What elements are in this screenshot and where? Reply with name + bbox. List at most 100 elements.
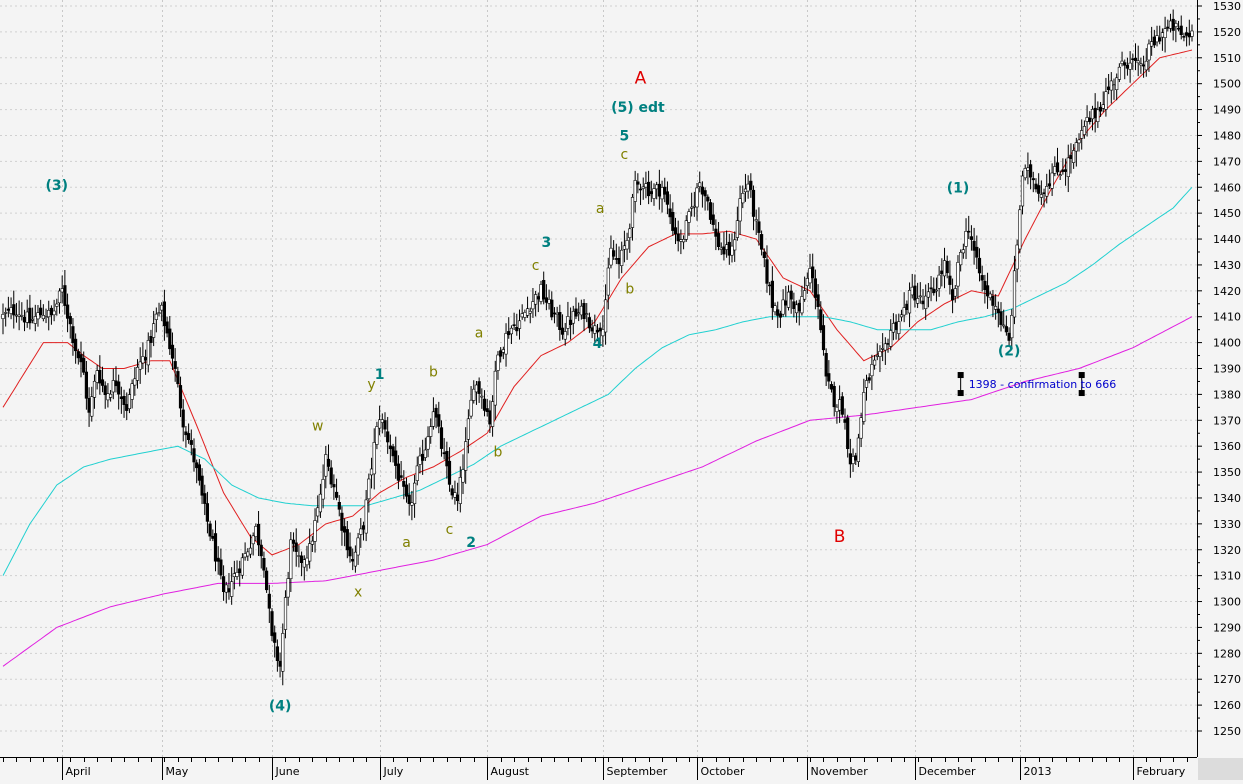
candle [55, 298, 59, 316]
candle [969, 225, 973, 251]
candle [57, 288, 62, 314]
candle [205, 491, 210, 534]
candle [603, 284, 608, 345]
candle [1139, 57, 1143, 74]
candle [111, 368, 115, 400]
y-axis-panel [1197, 0, 1243, 780]
candle [499, 347, 503, 363]
candle [856, 433, 860, 467]
candle [1174, 20, 1178, 43]
y-tick-label: 1350 [1213, 466, 1241, 479]
moving-averages [2, 49, 1193, 667]
candle [1018, 205, 1022, 254]
candle [439, 420, 444, 457]
candle [988, 291, 992, 301]
x-tick-label: September [607, 765, 668, 778]
wave-label: c [532, 258, 540, 274]
candle [20, 302, 24, 321]
candle [329, 460, 333, 489]
candle [985, 272, 990, 309]
candle [377, 405, 382, 436]
candle [1050, 163, 1054, 196]
candle [593, 314, 597, 344]
candle [735, 206, 739, 241]
candle [961, 243, 965, 259]
candle [827, 360, 831, 389]
candle [28, 294, 32, 330]
y-tick-label: 1250 [1213, 725, 1241, 738]
y-tick-label: 1330 [1213, 518, 1241, 531]
candle [872, 354, 877, 370]
candle [367, 473, 371, 513]
candle [515, 313, 519, 336]
y-tick-label: 1260 [1213, 699, 1241, 712]
candle [267, 584, 271, 623]
candle [762, 248, 766, 268]
candle [458, 466, 462, 513]
candle [447, 447, 452, 492]
candle [68, 312, 72, 339]
candle [800, 285, 804, 316]
candle [773, 302, 777, 316]
candle [819, 301, 823, 333]
candle [310, 535, 315, 552]
wave-annotations: (3)(4)A(5) edt5c3caba41ybwbac2xB(1)(2)13… [46, 69, 1117, 715]
candle [251, 532, 255, 556]
wave-label: A [635, 69, 647, 89]
candle [816, 284, 820, 320]
x-tick-label: April [66, 765, 91, 778]
candle [66, 293, 70, 333]
candle [308, 528, 312, 569]
candle [926, 282, 930, 308]
corner-box [1198, 758, 1243, 780]
candle [109, 390, 113, 402]
candle [620, 241, 624, 274]
candle [811, 253, 815, 293]
candle [240, 553, 245, 579]
candle [945, 255, 949, 279]
candle [283, 590, 288, 639]
candle [711, 202, 715, 231]
candle [1158, 25, 1162, 45]
wave-label: 4 [593, 336, 603, 352]
y-tick-label: 1480 [1213, 130, 1241, 143]
candle [1190, 24, 1194, 42]
candle [208, 520, 212, 541]
candle [646, 170, 651, 205]
candle [703, 187, 707, 211]
candle [149, 329, 153, 358]
candle [959, 249, 963, 272]
candle [1039, 180, 1043, 205]
candle [289, 532, 293, 592]
candle [189, 429, 193, 456]
candle [469, 386, 473, 419]
candle [587, 312, 591, 333]
candle [461, 454, 465, 495]
candle [563, 322, 567, 346]
candle [1096, 101, 1100, 128]
candle [781, 289, 785, 317]
y-tick-label: 1420 [1213, 285, 1241, 298]
candle [222, 565, 226, 601]
candle [1029, 159, 1033, 190]
candle [63, 269, 67, 315]
candle [496, 351, 500, 380]
candle [996, 301, 1000, 328]
candle [356, 532, 360, 565]
candle [706, 194, 710, 211]
candle [337, 495, 341, 517]
candle [1023, 164, 1027, 181]
candle [74, 333, 78, 364]
candle [776, 301, 780, 328]
y-tick-label: 1290 [1213, 621, 1241, 634]
candle [490, 395, 495, 437]
candle [991, 289, 995, 318]
candle [948, 260, 952, 295]
candle [1179, 15, 1183, 40]
candle [291, 532, 296, 552]
candle [103, 381, 107, 409]
y-tick-label: 1400 [1213, 337, 1241, 350]
candle [133, 367, 137, 396]
